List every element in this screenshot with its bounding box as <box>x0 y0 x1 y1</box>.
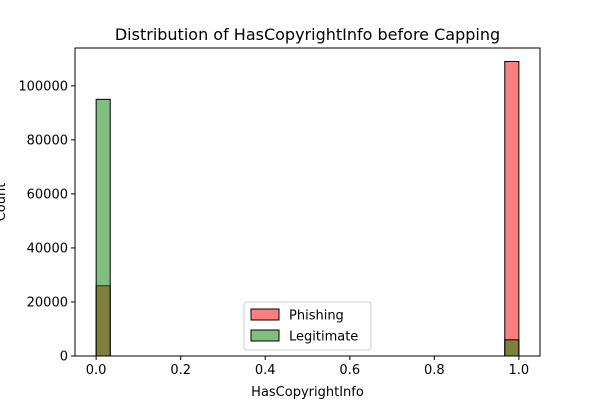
legend-label-phishing: Phishing <box>289 309 344 324</box>
plot-frame <box>74 47 541 357</box>
y-tick-label: 100000 <box>18 79 68 94</box>
legend: Phishing Legitimate <box>243 301 372 351</box>
y-tick-label: 40000 <box>27 241 68 256</box>
y-axis-ticks: 0 20000 40000 60000 80000 100000 <box>18 79 75 365</box>
legend-swatch-phishing <box>250 308 280 321</box>
y-tick-label: 60000 <box>27 187 68 202</box>
y-axis-label: Count <box>0 183 9 222</box>
chart-title: Distribution of HasCopyrightInfo before … <box>115 25 500 44</box>
x-tick-label: 0.8 <box>424 363 445 378</box>
y-tick-label: 80000 <box>27 133 68 148</box>
bar-phishing-1 <box>504 61 520 357</box>
y-tick-label: 20000 <box>27 295 68 310</box>
x-tick-label: 1.0 <box>509 363 530 378</box>
x-tick-label: 0.2 <box>170 363 191 378</box>
bar-legitimate-1 <box>504 339 520 357</box>
bars-group <box>95 61 520 357</box>
bar-legitimate-0 <box>95 98 111 357</box>
x-tick-label: 0.4 <box>255 363 276 378</box>
x-axis-label: HasCopyrightInfo <box>251 385 364 400</box>
legend-swatch-legitimate <box>250 329 280 342</box>
legend-label-legitimate: Legitimate <box>289 330 358 345</box>
x-axis-ticks: 0.0 0.2 0.4 0.6 0.8 1.0 <box>86 356 529 378</box>
y-tick-label: 0 <box>60 350 68 365</box>
x-tick-label: 0.6 <box>339 363 360 378</box>
x-tick-label: 0.0 <box>86 363 107 378</box>
